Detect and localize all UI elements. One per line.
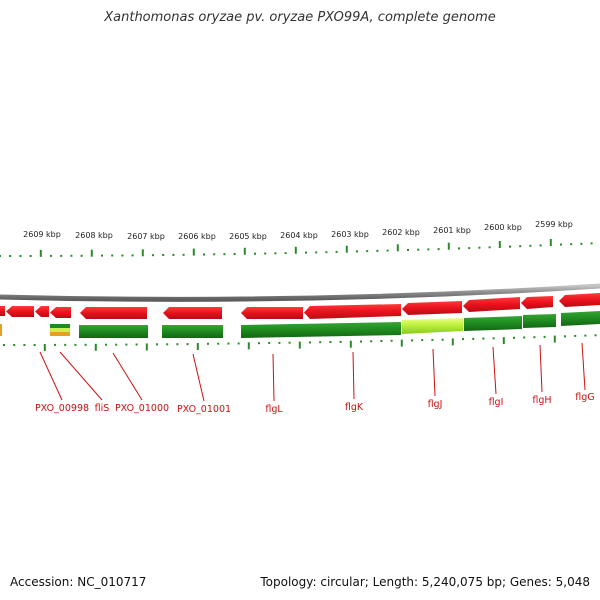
reverse-gene[interactable] — [241, 322, 401, 338]
page-title: Xanthomonas oryzae pv. oryzae PXO99A, co… — [104, 10, 496, 25]
ruler-label: 2602 kbp — [382, 228, 420, 237]
forward-gene-track — [0, 293, 600, 319]
forward-gene[interactable] — [521, 296, 553, 309]
ruler-labels: 2609 kbp 2608 kbp 2607 kbp 2606 kbp 2605… — [23, 220, 573, 241]
gene-leader-line — [352, 351, 355, 400]
genome-backbone — [0, 283, 600, 302]
gene-leader-line — [492, 346, 497, 395]
gene-label[interactable]: flgK — [345, 402, 364, 413]
reverse-gene[interactable] — [50, 328, 70, 332]
ruler-label: 2606 kbp — [178, 232, 216, 241]
ruler-label: 2599 kbp — [535, 220, 573, 229]
ruler-label: 2600 kbp — [484, 223, 522, 232]
forward-gene[interactable] — [80, 307, 147, 319]
ruler-label: 2601 kbp — [433, 226, 471, 235]
forward-gene[interactable] — [50, 307, 71, 318]
gene-labels: PXO_00998 fliS PXO_01000 PXO_01001 flgL … — [35, 392, 595, 415]
reverse-gene[interactable] — [523, 314, 556, 328]
forward-gene[interactable] — [463, 297, 520, 312]
reverse-gene-track — [0, 311, 600, 338]
gene-label[interactable]: flgI — [489, 397, 504, 408]
gene-leader-line — [112, 352, 143, 401]
gene-label[interactable]: PXO_00998 — [35, 403, 89, 414]
forward-gene[interactable] — [0, 306, 5, 316]
gene-leader-line — [432, 348, 436, 397]
ruler-label: 2605 kbp — [229, 232, 267, 241]
genome-summary-text: Topology: circular; Length: 5,240,075 bp… — [260, 575, 590, 589]
ruler-tick-marks — [0, 239, 593, 257]
gene-leader-line — [39, 351, 63, 401]
reverse-gene[interactable] — [402, 318, 463, 334]
forward-gene[interactable] — [402, 301, 462, 315]
ruler-label: 2603 kbp — [331, 230, 369, 239]
forward-gene[interactable] — [241, 307, 303, 319]
gene-label[interactable]: flgH — [532, 395, 551, 406]
gene-leader-line — [272, 353, 275, 402]
gene-leader-line — [539, 344, 543, 393]
gene-label[interactable]: flgG — [575, 392, 594, 403]
gene-label[interactable]: PXO_01001 — [177, 404, 231, 415]
bottom-tick-marks — [3, 334, 597, 351]
forward-gene[interactable] — [559, 293, 600, 307]
ruler-label: 2604 kbp — [280, 231, 318, 240]
gene-label[interactable]: PXO_01000 — [115, 403, 169, 414]
ruler-label: 2608 kbp — [75, 231, 113, 240]
forward-gene[interactable] — [304, 304, 401, 319]
ruler-label: 2609 kbp — [23, 230, 61, 239]
gene-leader-line — [59, 351, 103, 401]
gene-label[interactable]: flgJ — [428, 399, 443, 410]
backbone-arc — [0, 283, 600, 302]
gene-label-leaders — [39, 342, 586, 402]
accession-text: Accession: NC_010717 — [10, 575, 147, 589]
gene-leader-line — [192, 353, 205, 402]
forward-gene[interactable] — [163, 307, 222, 319]
reverse-gene[interactable] — [50, 332, 70, 336]
reverse-gene[interactable] — [79, 325, 148, 338]
ruler-label: 2607 kbp — [127, 232, 165, 241]
gene-label[interactable]: fliS — [95, 403, 110, 414]
gene-label[interactable]: flgL — [265, 404, 283, 415]
reverse-gene[interactable] — [162, 325, 223, 338]
reverse-gene[interactable] — [464, 316, 522, 331]
forward-gene[interactable] — [6, 306, 34, 317]
gene-leader-line — [581, 342, 586, 391]
forward-gene[interactable] — [35, 306, 49, 317]
reverse-gene[interactable] — [0, 324, 2, 336]
reverse-gene[interactable] — [50, 324, 70, 328]
reverse-gene[interactable] — [561, 311, 600, 326]
